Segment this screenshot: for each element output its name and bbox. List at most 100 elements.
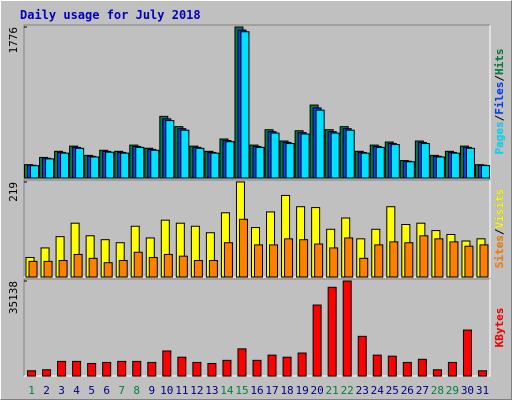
x-tick-label: 26: [401, 384, 414, 397]
x-tick-label: 6: [103, 384, 110, 397]
bar: [117, 360, 127, 377]
bar: [147, 361, 157, 377]
bar: [177, 356, 187, 377]
x-tick-label: 24: [371, 384, 385, 397]
bar: [269, 244, 279, 278]
bar: [390, 144, 400, 179]
bar: [120, 152, 130, 179]
bar: [28, 260, 38, 278]
bar: [60, 152, 70, 179]
panel-edge-dark: [23, 179, 490, 277]
x-tick-label: 12: [190, 384, 203, 397]
x-tick-label: 2: [43, 384, 50, 397]
bar: [434, 238, 444, 278]
x-tick-label: 28: [431, 384, 444, 397]
bar: [103, 262, 113, 278]
legend: KBytes: [493, 308, 506, 348]
bar: [222, 359, 232, 377]
bar: [192, 361, 202, 377]
bar: [419, 235, 429, 278]
bar: [90, 156, 100, 179]
bar: [240, 31, 250, 179]
bar: [342, 280, 352, 377]
bar: [479, 244, 489, 278]
bar: [450, 152, 460, 179]
bar: [284, 238, 294, 278]
bar: [88, 257, 98, 278]
bar: [162, 350, 172, 377]
bar: [133, 251, 143, 278]
bar: [314, 243, 324, 278]
bar: [165, 120, 175, 179]
bar: [300, 133, 310, 179]
bar: [238, 218, 248, 278]
bar: [312, 304, 322, 377]
bar: [360, 152, 370, 179]
bar: [477, 370, 487, 377]
x-tick-label: 9: [148, 384, 155, 397]
bar: [465, 147, 475, 179]
x-tick-label: 3: [58, 384, 65, 397]
bar: [87, 362, 97, 377]
bar: [330, 132, 340, 179]
legend-entry: Files: [493, 82, 506, 115]
bar: [447, 361, 457, 377]
legend: Pages/Files/Hits: [493, 49, 506, 155]
bar: [449, 241, 459, 278]
bar: [225, 141, 235, 179]
x-tick-label: 30: [461, 384, 474, 397]
x-tick-label: 23: [356, 384, 369, 397]
bar: [43, 260, 53, 278]
bar: [193, 260, 203, 278]
x-tick-label: 29: [446, 384, 459, 397]
bar: [435, 156, 445, 179]
bar: [462, 329, 472, 377]
bar: [148, 256, 158, 278]
x-tick-label: 18: [280, 384, 293, 397]
bar: [58, 260, 68, 278]
bar: [178, 255, 188, 278]
bar: [237, 348, 247, 377]
bar: [73, 253, 83, 278]
bar: [223, 242, 233, 278]
bar: [42, 369, 52, 377]
bar: [389, 241, 399, 278]
x-tick-label: 1: [28, 384, 35, 397]
bar: [432, 369, 442, 377]
bar: [402, 361, 412, 377]
x-tick-label: 19: [295, 384, 308, 397]
bar: [374, 244, 384, 278]
x-tick-label: 4: [73, 384, 80, 397]
bar: [102, 361, 112, 377]
y-tick-label: 219: [7, 182, 20, 202]
legend-entry: Sites: [493, 235, 506, 268]
bar: [135, 146, 145, 179]
bar: [375, 146, 385, 179]
bar: [45, 158, 55, 179]
bar: [387, 355, 397, 377]
bar: [299, 239, 309, 278]
bar: [163, 253, 173, 278]
legend-entry: Pages: [493, 121, 506, 154]
bar: [75, 147, 85, 179]
bar: [57, 360, 67, 377]
x-tick-label: 16: [250, 384, 263, 397]
bar: [208, 260, 218, 278]
bar: [329, 247, 339, 278]
legend-separator: /: [493, 114, 506, 121]
bar: [270, 132, 280, 179]
x-tick-label: 25: [386, 384, 399, 397]
bar: [72, 360, 82, 377]
x-tick-label: 17: [265, 384, 278, 397]
x-tick-label: 22: [341, 384, 354, 397]
x-tick-label: 5: [88, 384, 95, 397]
bar: [132, 360, 142, 377]
panel-edge-dark: [23, 24, 490, 178]
bar: [344, 237, 354, 278]
legend-separator: /: [493, 228, 506, 235]
x-tick-label: 11: [175, 384, 188, 397]
bar: [480, 165, 490, 179]
bar: [118, 260, 128, 278]
